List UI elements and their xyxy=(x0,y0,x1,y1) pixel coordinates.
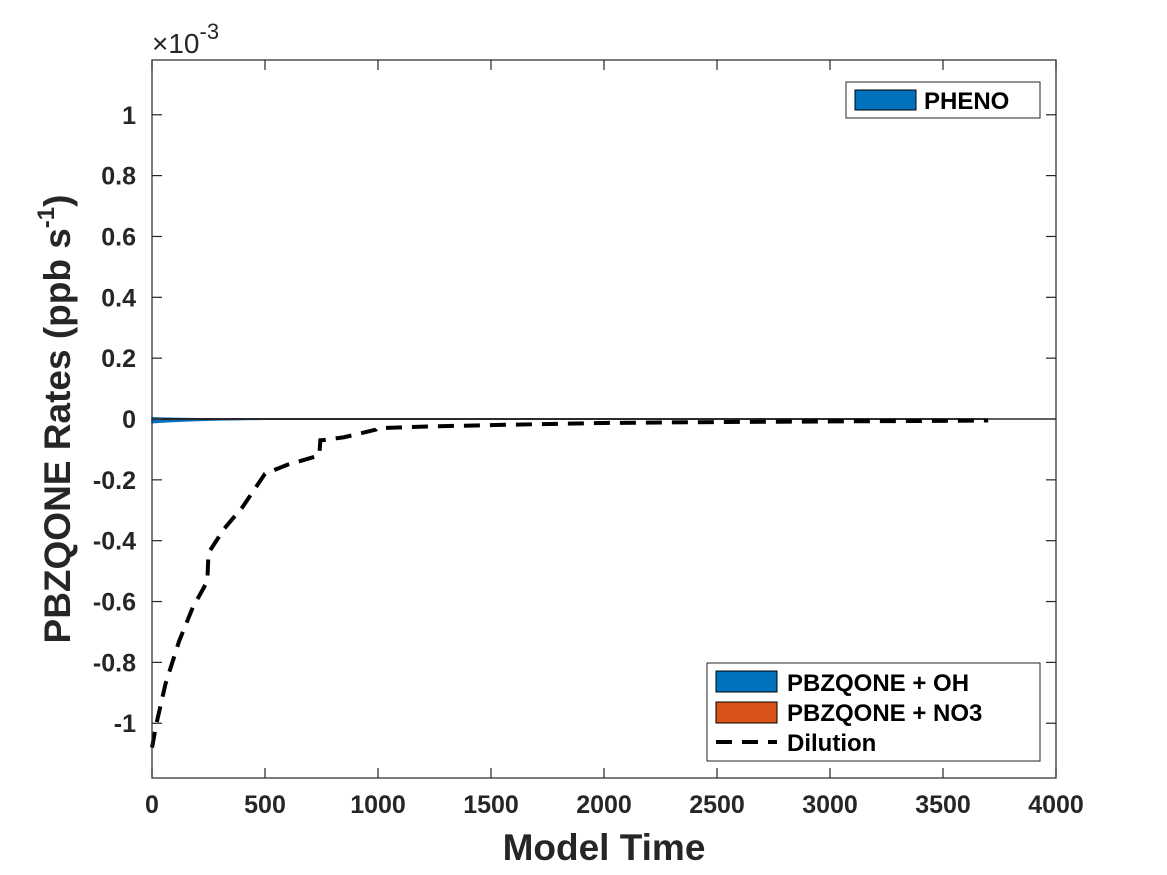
y-axis-title-close: ) xyxy=(37,195,78,207)
x-tick-label: 3000 xyxy=(802,791,858,819)
legend-swatch-no3 xyxy=(715,701,778,724)
y-tick-label: -0.4 xyxy=(93,528,136,556)
legend-label-oh: PBZQONE + OH xyxy=(787,670,969,697)
x-tick-label: 1000 xyxy=(350,791,406,819)
legend-swatch-oh xyxy=(715,670,778,693)
y-tick-label: 0.4 xyxy=(101,284,136,312)
y-axis-title-superscript: -1 xyxy=(33,207,60,228)
series-line-dilution xyxy=(150,418,989,748)
y-tick-label: -0.8 xyxy=(93,649,136,677)
y-tick-label: 0.2 xyxy=(101,345,136,373)
y-tick-label: -0.6 xyxy=(93,589,136,617)
y-tick-label: 0 xyxy=(122,406,136,434)
legend-swatch-pheno xyxy=(854,89,917,111)
y-tick-label: -1 xyxy=(114,710,136,738)
x-tick-label: 2000 xyxy=(576,791,632,819)
x-tick-label: 2500 xyxy=(689,791,745,819)
y-tick-label: 0.6 xyxy=(101,223,136,251)
x-axis-title: Model Time xyxy=(503,827,706,868)
x-tick-label: 0 xyxy=(145,791,159,819)
legend-loss: PBZQONE + OH PBZQONE + NO3 Dilution xyxy=(706,662,1041,762)
legend-label-no3: PBZQONE + NO3 xyxy=(787,700,982,727)
y-exponent-label: ×10-3 xyxy=(152,19,219,59)
y-tick-label: -0.2 xyxy=(93,467,136,495)
x-tick-label: 1500 xyxy=(463,791,519,819)
y-tick-label: 0.8 xyxy=(101,163,136,191)
x-tick-label: 500 xyxy=(244,791,286,819)
x-tick-label: 3500 xyxy=(915,791,971,819)
y-axis-title: PBZQONE Rates (ppb s-1) xyxy=(33,195,78,644)
y-axis-title-main: PBZQONE Rates (ppb s xyxy=(37,228,78,643)
legend-label-pheno: PHENO xyxy=(924,88,1009,115)
y-exponent-prefix: ×10 xyxy=(152,28,200,59)
y-tick-label: 1 xyxy=(122,102,136,130)
x-tick-label: 4000 xyxy=(1028,791,1084,819)
legend-label-dilution: Dilution xyxy=(787,730,876,757)
legend-production: PHENO xyxy=(845,81,1041,119)
y-exponent-value: -3 xyxy=(200,19,220,44)
x-axis: 0 500 1000 1500 2000 2500 3000 3500 4000 xyxy=(145,60,1084,819)
y-axis: -1 -0.8 -0.6 -0.4 -0.2 0 0.2 0.4 0.6 0.8 1 xyxy=(93,102,1056,738)
